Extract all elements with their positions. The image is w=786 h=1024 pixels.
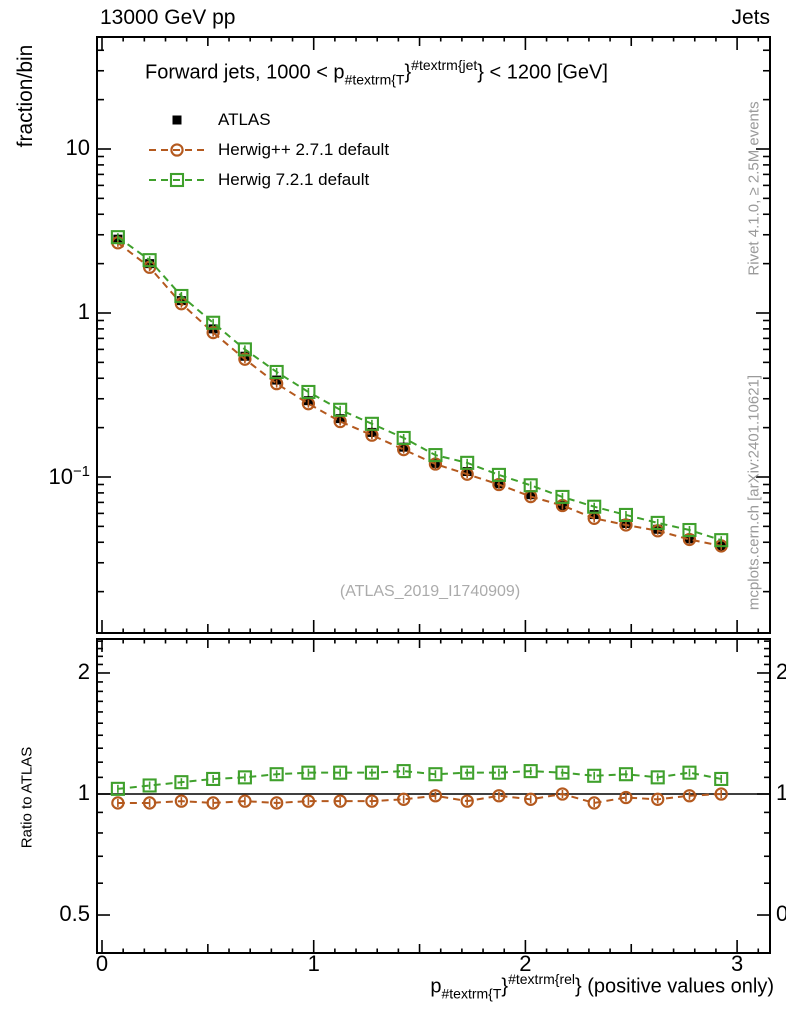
plot-title-subscript: #textrm{T <box>344 71 405 88</box>
atlas-marker-icon <box>148 108 206 132</box>
atlas-series <box>113 234 726 551</box>
plot-title-superscript: #textrm{jet <box>411 57 478 73</box>
herwig7-series <box>110 230 729 548</box>
beam-energy-label: 13000 GeV pp <box>100 6 236 29</box>
analysis-id-watermark: (ATLAS_2019_I1740909) <box>339 583 521 600</box>
main-y-tick-label-1: 1 <box>77 299 90 324</box>
legend-label-herwigpp: Herwig++ 2.7.1 default <box>218 140 390 159</box>
x-tick-label-1: 1 <box>307 951 320 976</box>
main-y-tick-marks <box>97 49 770 593</box>
herwigpp-marker-icon <box>148 138 206 162</box>
main-plot-frame <box>96 36 771 634</box>
plot-title: Forward jets, 1000 < p#textrm{T}#textrm{… <box>145 57 608 88</box>
plot-title-prefix: Forward jets, 1000 < p <box>145 61 345 84</box>
main-plot-series <box>110 230 729 553</box>
ratio-y-tick-label-right-0.5: 0.5 <box>776 901 786 926</box>
x-title-subscript: #textrm{T <box>441 985 502 1002</box>
ratio-y-tick-label-right-1: 1 <box>776 780 786 805</box>
legend-label-atlas: ATLAS <box>218 110 271 129</box>
herwigpp-ratio-series <box>111 787 728 810</box>
x-title-superscript: #textrm{rel <box>508 971 576 987</box>
rivet-version-note: Rivet 4.1.0, ≥ 2.5M events <box>745 101 763 276</box>
plot-title-mid: } <box>404 61 412 84</box>
main-y-axis-title: fraction/bin <box>14 44 37 148</box>
analysis-topic-label: Jets <box>731 6 770 29</box>
ratio-plot-frame <box>96 638 771 954</box>
plot-title-suffix: } < 1200 [GeV] <box>477 61 608 84</box>
x-tick-label-2: 2 <box>519 951 532 976</box>
x-tick-label-3: 3 <box>730 951 744 976</box>
x-title-mid: } <box>501 975 509 998</box>
legend-item-herwigpp: Herwig++ 2.7.1 default <box>148 138 389 164</box>
ratio-y-tick-marks <box>97 640 770 916</box>
legend-label-herwig7: Herwig 7.2.1 default <box>218 170 370 189</box>
x-axis-title: p#textrm{T}#textrm{rel} (positive values… <box>300 971 774 1002</box>
ratio-y-tick-label-left-2: 2 <box>77 658 90 684</box>
x-title-suffix: } (positive values only) <box>575 975 774 998</box>
herwig7-marker-icon <box>148 168 206 192</box>
herwigpp-series <box>111 236 728 553</box>
x-tick-marks <box>101 37 760 633</box>
x-tick-label-0: 0 <box>95 951 109 976</box>
legend-item-atlas: ATLAS <box>148 108 271 134</box>
herwig7-ratio-series <box>110 764 729 796</box>
mcplots-reference-note: mcplots.cern.ch [arXiv:2401.10621] <box>745 374 763 611</box>
main-y-tick-label-10: 10 <box>65 135 90 160</box>
main-y-tick-label-10−1: 10−1 <box>48 463 90 490</box>
ratio-y-tick-label-right-2: 2 <box>776 658 786 684</box>
ratio-y-tick-label-left-0.5: 0.5 <box>59 901 90 926</box>
x-tick-marks <box>101 639 760 953</box>
ratio-y-axis-title: Ratio to ATLAS <box>18 746 36 849</box>
legend-item-herwig7: Herwig 7.2.1 default <box>148 168 369 194</box>
ratio-plot-series <box>97 764 770 810</box>
ratio-y-tick-label-left-1: 1 <box>77 780 90 805</box>
x-title-prefix: p <box>430 975 442 998</box>
